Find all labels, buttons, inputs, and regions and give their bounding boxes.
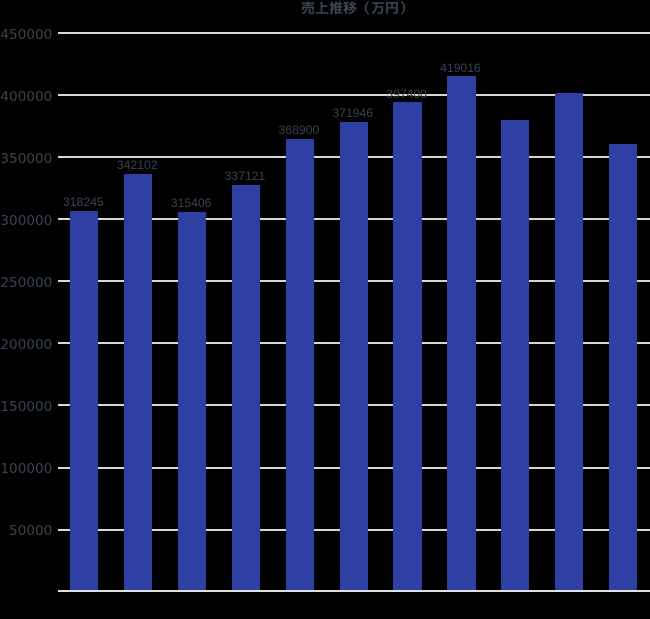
bar-value-label: 315406	[170, 196, 212, 211]
y-axis-tick-label: 250000	[0, 275, 53, 292]
gridline-y-450000	[58, 32, 650, 35]
bar	[501, 119, 530, 591]
bar-value-label: 419016	[440, 60, 481, 75]
bar-value-label: 318245	[62, 195, 104, 210]
bar	[608, 143, 638, 591]
chart-title	[301, 1, 405, 15]
bar	[123, 173, 153, 591]
bar	[339, 121, 368, 591]
bar-value-label: 342102	[116, 158, 158, 173]
y-axis-tick-label: 200000	[0, 337, 53, 354]
bar	[555, 93, 584, 591]
y-axis-tick-label: 50000	[9, 523, 53, 540]
y-axis-tick-label: 450000	[0, 27, 53, 44]
y-axis-tick-label: 400000	[0, 89, 53, 106]
bar-value-label: 397400	[386, 86, 427, 101]
x-axis-line	[58, 590, 650, 593]
bar-value-label: 337121	[224, 168, 266, 183]
bar-value-label: 368900	[278, 123, 320, 138]
bar	[70, 211, 99, 591]
bar	[177, 211, 207, 591]
y-axis-tick-label: 150000	[0, 399, 53, 416]
bar	[285, 138, 314, 591]
y-axis-tick-label: 350000	[0, 151, 53, 168]
bar	[393, 102, 422, 591]
y-axis-tick-label: 100000	[0, 461, 53, 478]
bar	[447, 76, 476, 591]
bar-value-label: 371946	[332, 106, 374, 121]
gridline-y-400000	[58, 94, 650, 97]
y-axis-tick-label: 300000	[0, 213, 53, 230]
bar	[231, 184, 261, 591]
